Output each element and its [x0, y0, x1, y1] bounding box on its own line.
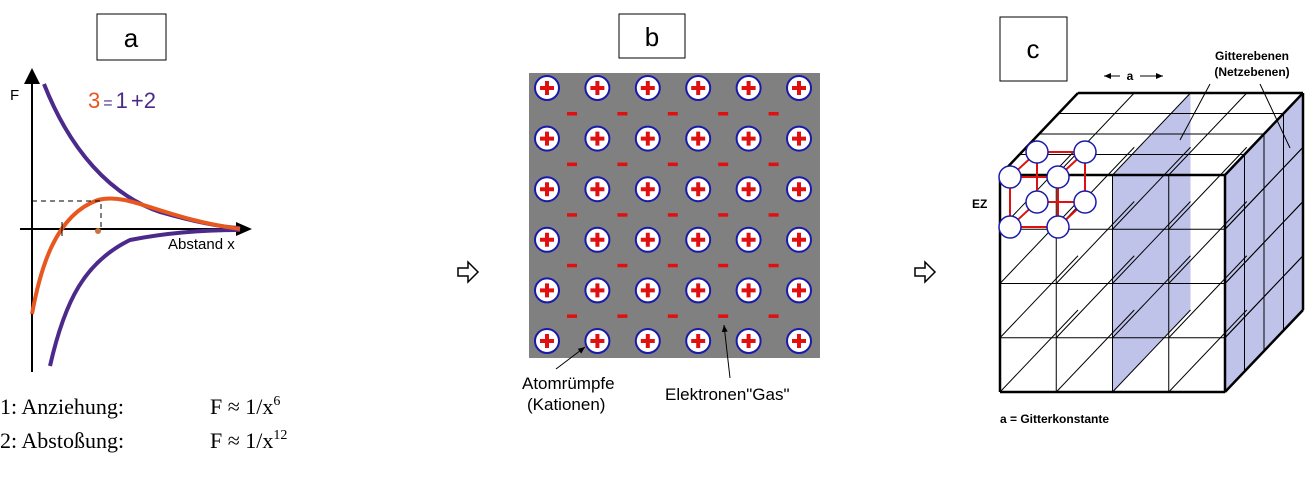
electron [769, 163, 779, 167]
term: 1: Anziehung: [0, 394, 124, 419]
lattice-line [1000, 256, 1078, 338]
electron [567, 112, 577, 116]
electron [718, 163, 728, 167]
lattice-line [1000, 310, 1078, 392]
panel-c: c a Gitterebenen (Netzebenen) EZ a = Git… [972, 17, 1303, 426]
electron [668, 112, 678, 116]
electron [668, 314, 678, 318]
electron [617, 112, 627, 116]
electron [617, 213, 627, 217]
electron [718, 264, 728, 268]
ions-label: Atomrümpfe [522, 374, 615, 393]
electron [668, 264, 678, 268]
electron [567, 213, 577, 217]
lattice-line [1000, 202, 1078, 284]
electron [617, 163, 627, 167]
cell-label: EZ [972, 197, 987, 211]
electron [567, 163, 577, 167]
electron [567, 264, 577, 268]
spacing-label: a [1127, 69, 1134, 83]
electron [668, 163, 678, 167]
panel-label: a [124, 23, 139, 53]
atom [1026, 141, 1048, 163]
electron [718, 314, 728, 318]
electrons-label: Elektronen"Gas" [665, 385, 790, 404]
term: 2: Abstoßung: [0, 428, 124, 453]
formulas: 1: Anziehung: F ≈ 1/x6 2: Abstoßung: F ≈… [0, 394, 287, 453]
dot [95, 228, 101, 234]
panel-b: b Atomrümpfe (Kationen) Elektronen"Gas" [522, 14, 820, 414]
panel-a: a F 3=1+2 Abstand x [10, 14, 252, 372]
caption: a = Gitterkonstante [1000, 412, 1109, 426]
electron [567, 314, 577, 318]
panel-label: c [1027, 34, 1040, 64]
electron [769, 264, 779, 268]
formula: F ≈ 1/x12 [210, 428, 287, 453]
atom [999, 166, 1021, 188]
electron [769, 112, 779, 116]
electron [769, 314, 779, 318]
y-axis-label: F [10, 87, 19, 104]
electron [718, 213, 728, 217]
electron [769, 213, 779, 217]
atom [999, 216, 1021, 238]
planes-label: Gitterebenen [1215, 49, 1289, 63]
atom [1026, 191, 1048, 213]
equation: 3=1+2 [88, 88, 156, 113]
atom [1074, 141, 1096, 163]
x-axis-label: Abstand x [168, 236, 235, 253]
arrowhead [24, 68, 40, 84]
atom [1047, 216, 1069, 238]
atom [1074, 191, 1096, 213]
formula: F ≈ 1/x6 [210, 394, 280, 419]
panel-label: b [645, 22, 659, 52]
figure: a F 3=1+2 Abstand x 1: Anziehung: F ≈ 1/… [0, 0, 1314, 479]
electron [617, 314, 627, 318]
sum-curve [32, 198, 240, 314]
ions-label: (Kationen) [527, 395, 605, 414]
electron [617, 264, 627, 268]
electron [718, 112, 728, 116]
planes-label: (Netzebenen) [1214, 65, 1289, 79]
arrow [915, 262, 935, 282]
lattice-cube [999, 93, 1303, 392]
arrow [458, 262, 478, 282]
atom [1047, 166, 1069, 188]
electron [668, 213, 678, 217]
